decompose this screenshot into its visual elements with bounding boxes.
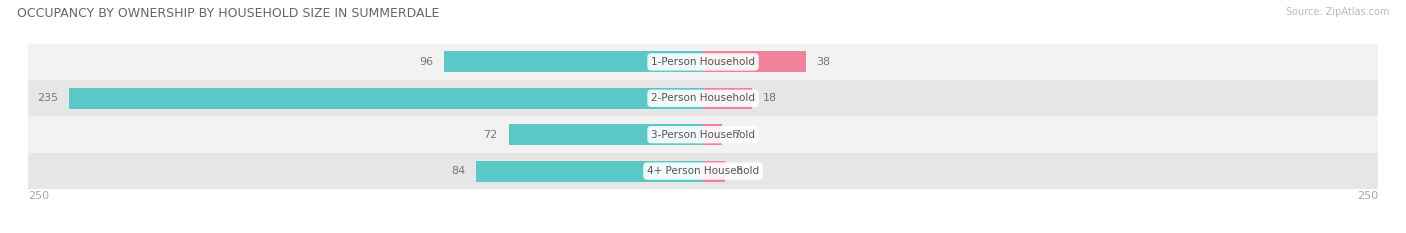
Bar (28, 116, 1378, 153)
Text: 1-Person Household: 1-Person Household (651, 57, 755, 67)
Text: 4+ Person Household: 4+ Person Household (647, 166, 759, 176)
Bar (509, 124, 703, 145)
Text: OCCUPANCY BY OWNERSHIP BY HOUSEHOLD SIZE IN SUMMERDALE: OCCUPANCY BY OWNERSHIP BY HOUSEHOLD SIZE… (17, 7, 439, 20)
Text: 7: 7 (733, 130, 740, 140)
Bar (703, 124, 721, 145)
Text: 235: 235 (37, 93, 58, 103)
Bar (28, 44, 1378, 80)
Text: 3-Person Household: 3-Person Household (651, 130, 755, 140)
Bar (703, 88, 752, 109)
Text: Source: ZipAtlas.com: Source: ZipAtlas.com (1285, 7, 1389, 17)
Bar (28, 80, 1378, 116)
Bar (703, 51, 806, 72)
Bar (69, 88, 703, 109)
Text: 250: 250 (1357, 191, 1378, 201)
Text: 2-Person Household: 2-Person Household (651, 93, 755, 103)
Text: 18: 18 (762, 93, 776, 103)
Bar (703, 161, 724, 182)
Text: 8: 8 (735, 166, 742, 176)
Text: 84: 84 (451, 166, 465, 176)
Text: 72: 72 (484, 130, 498, 140)
Bar (444, 51, 703, 72)
Text: 96: 96 (419, 57, 433, 67)
Bar (28, 153, 1378, 189)
Bar (477, 161, 703, 182)
Text: 250: 250 (28, 191, 49, 201)
Text: 38: 38 (817, 57, 831, 67)
